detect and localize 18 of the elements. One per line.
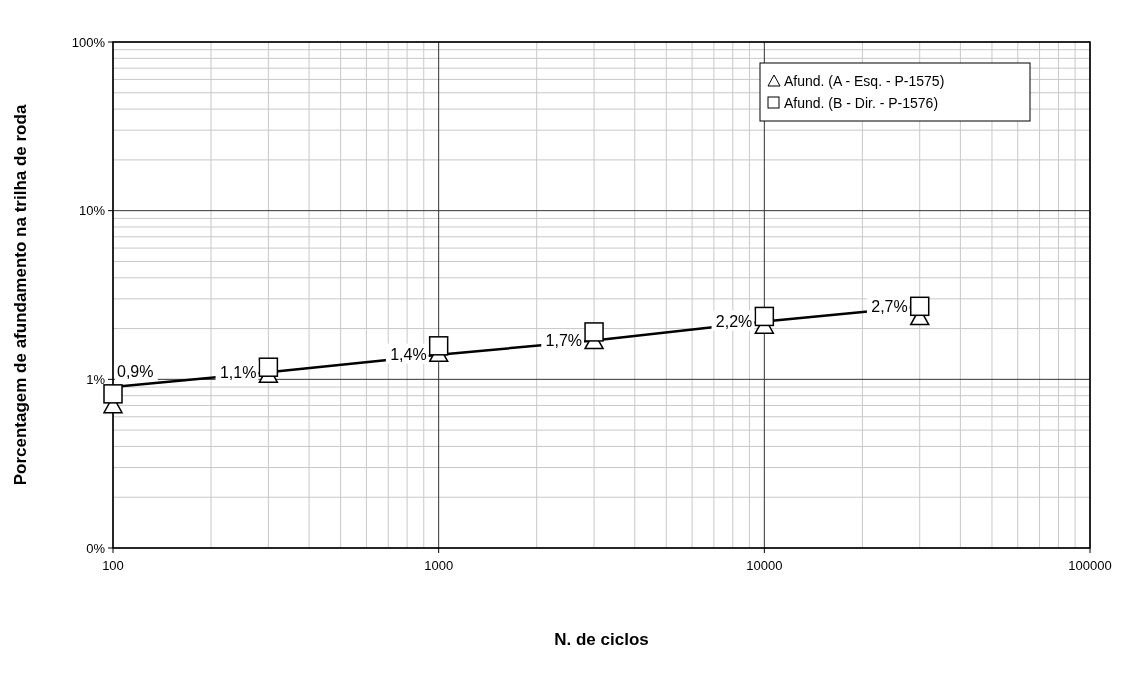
y-tick-label: 100% (71, 34, 106, 50)
x-tick-label: 10000 (746, 558, 783, 573)
x-tick-label: 100000 (1068, 558, 1112, 573)
data-label: 0,9% (117, 362, 154, 380)
legend-label: Afund. (B - Dir. - P-1576) (784, 94, 939, 111)
x-axis-title: N. de ciclos (554, 630, 649, 649)
y-tick-label: 10% (78, 203, 106, 219)
y-tick-label: 0% (86, 540, 106, 556)
data-label: 2,7% (871, 298, 908, 316)
y-tick-label: 1% (86, 371, 106, 387)
x-tick-label: 100 (102, 558, 124, 573)
data-label: 2,2% (715, 313, 753, 331)
legend-label: Afund. (A - Esq. - P-1575) (784, 72, 945, 89)
data-label: 1,4% (390, 346, 427, 364)
x-tick-label: 1000 (424, 558, 454, 573)
y-axis-title: Porcentagem de afundamento na trilha de roda (11, 104, 30, 486)
data-label: 1,1% (219, 363, 257, 381)
data-label: 1,7% (545, 332, 583, 350)
